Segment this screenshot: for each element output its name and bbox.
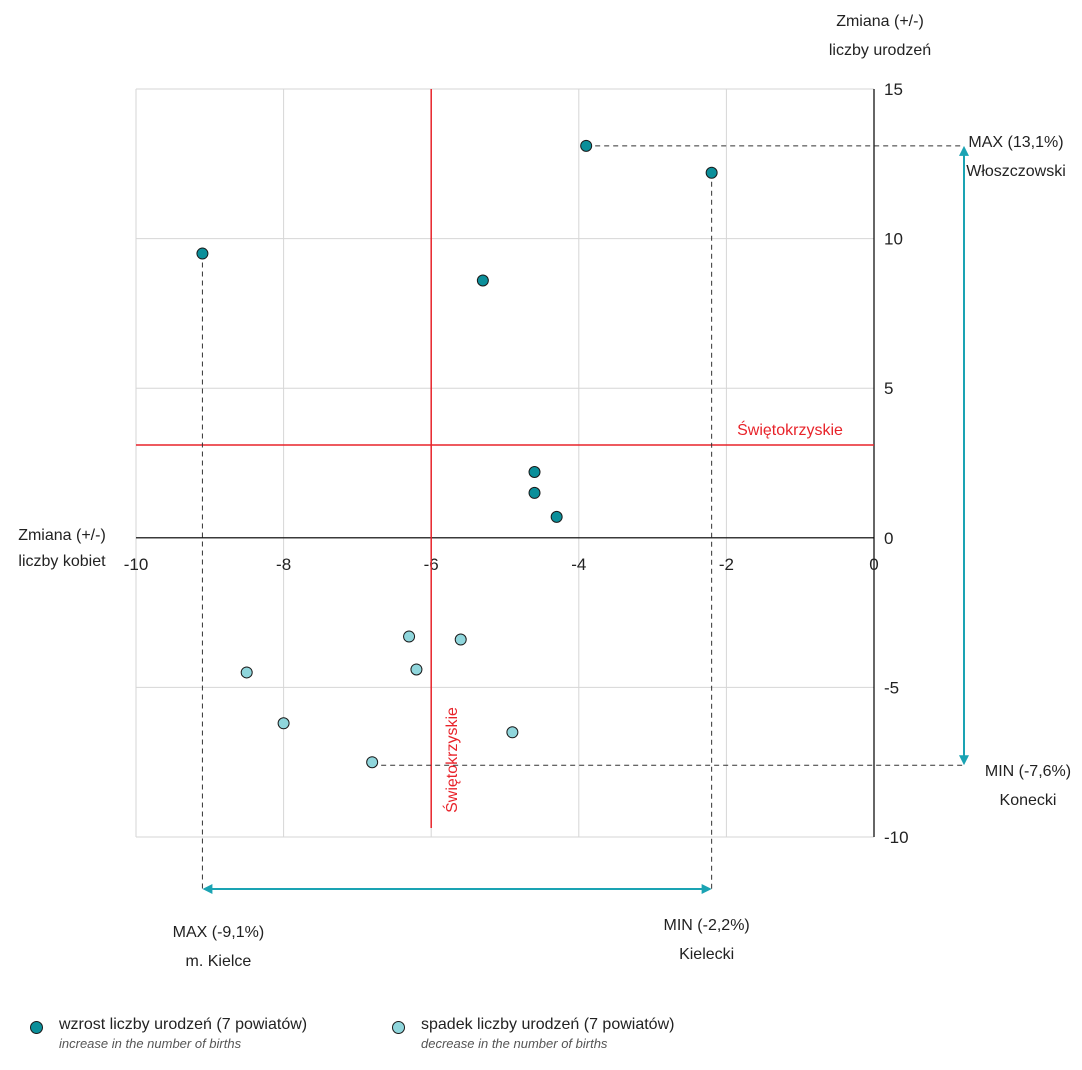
y-tick-label: 5 — [884, 379, 893, 398]
legend-decrease: spadek liczby urodzeń (7 powiatów) decre… — [392, 1016, 674, 1051]
data-point-decrease — [403, 630, 416, 643]
legend-decrease-label: spadek liczby urodzeń (7 powiatów) — [421, 1016, 675, 1033]
y-tick-label: 0 — [884, 529, 893, 548]
reference-label-horizontal: Świętokrzyskie — [737, 420, 843, 439]
x-axis-title-line1: Zmiana (+/-) — [18, 527, 106, 544]
annotation-max-x-line1: MAX (-9,1%) — [173, 924, 265, 941]
y-axis-title-line1: Zmiana (+/-) — [836, 13, 924, 30]
data-point-increase — [528, 486, 541, 499]
data-point-decrease — [454, 633, 467, 646]
data-point-decrease — [506, 726, 519, 739]
x-tick-label: -10 — [124, 555, 149, 574]
data-point-increase — [580, 139, 593, 152]
x-tick-label: -4 — [571, 555, 586, 574]
annotation-min-y-line2: Konecki — [1000, 792, 1057, 809]
annotation-min-y-line1: MIN (-7,6%) — [985, 763, 1071, 780]
reference-label-vertical: Świętokrzyskie — [442, 707, 461, 813]
data-point-decrease — [410, 663, 423, 676]
data-point-decrease — [240, 666, 253, 679]
data-point-increase — [705, 166, 718, 179]
data-point-decrease — [277, 717, 290, 730]
y-axis-title-line2: liczby urodzeń — [829, 42, 931, 59]
legend-decrease-label-en: decrease in the number of births — [421, 1036, 608, 1051]
data-point-increase — [550, 510, 563, 523]
legend-decrease-marker — [392, 1021, 405, 1034]
data-point-increase — [196, 247, 209, 260]
annotation-min-x-line1: MIN (-2,2%) — [664, 917, 750, 934]
annotation-min-x-line2: Kielecki — [679, 946, 734, 963]
y-tick-label: -10 — [884, 828, 909, 847]
annotation-max-x-line2: m. Kielce — [186, 953, 252, 970]
data-point-increase — [476, 274, 489, 287]
y-tick-label: 10 — [884, 230, 903, 249]
x-tick-label: -2 — [719, 555, 734, 574]
data-point-decrease — [366, 756, 379, 769]
legend-increase-marker — [30, 1021, 43, 1034]
annotation-max-y-line2: Włoszczowski — [966, 163, 1066, 180]
annotation-max-y-line1: MAX (13,1%) — [968, 134, 1063, 151]
legend-increase-label-en: increase in the number of births — [59, 1036, 242, 1051]
data-point-increase — [528, 465, 541, 478]
x-tick-label: -8 — [276, 555, 291, 574]
x-axis-title-line2: liczby kobiet — [18, 553, 106, 570]
y-tick-label: 15 — [884, 80, 903, 99]
legend-increase: wzrost liczby urodzeń (7 powiatów) incre… — [30, 1016, 307, 1051]
x-tick-label: 0 — [869, 555, 878, 574]
y-tick-label: -5 — [884, 678, 899, 697]
legend-increase-label: wzrost liczby urodzeń (7 powiatów) — [59, 1016, 308, 1033]
